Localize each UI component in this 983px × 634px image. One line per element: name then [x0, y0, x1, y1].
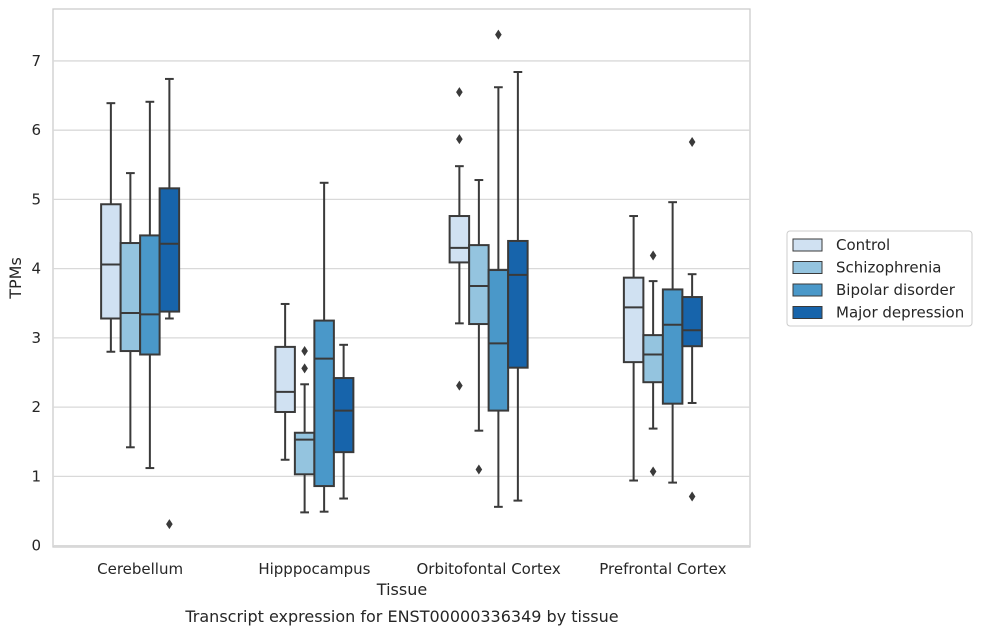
box: [487, 269, 510, 412]
outlier-point: [456, 134, 463, 145]
outlier-point: [649, 466, 657, 477]
box: [158, 187, 181, 313]
box: [119, 242, 142, 353]
box: [448, 215, 471, 264]
legend-label: Schizophrenia: [836, 259, 941, 277]
outlier-point: [475, 464, 483, 475]
y-tick-label: 7: [31, 52, 41, 70]
outlier-point: [688, 491, 696, 502]
outlier-point: [495, 29, 502, 40]
x-tick-label: Cerebellum: [97, 560, 183, 578]
y-tick-label: 1: [31, 467, 41, 485]
y-axis-title: TPMs: [6, 257, 25, 300]
x-tick-labels: Cerebellum Hipppocampus Orbitofontal Corte…: [97, 560, 726, 578]
legend-swatch: [792, 283, 823, 297]
y-tick-label: 5: [31, 190, 41, 208]
boxes-layer: [100, 29, 703, 530]
box: [681, 296, 703, 348]
box: [313, 319, 335, 488]
legend-swatch: [792, 261, 823, 274]
outlier-point: [301, 363, 308, 374]
x-axis-title: Tissue: [376, 580, 427, 599]
legend: Control Schizophrenia Bipolar disorder Majo…: [786, 230, 973, 327]
outlier-point: [688, 136, 696, 147]
outlier-point: [456, 380, 463, 391]
box: [468, 244, 490, 326]
legend-swatch: [792, 238, 823, 252]
box: [507, 239, 529, 369]
y-tick-labels: 0 1 2 3 4 5 6 7: [31, 52, 41, 555]
x-tick-label: Hipppocampus: [258, 560, 370, 578]
outlier-point: [301, 346, 308, 357]
legend-swatch: [792, 306, 823, 319]
legend-frame: [786, 230, 973, 327]
box: [622, 276, 645, 364]
box: [332, 377, 355, 454]
x-tick-label: Prefrontal Cortex: [599, 560, 726, 578]
y-tick-label: 0: [31, 537, 41, 555]
chart-caption: Transcript expression for ENST0000033634…: [184, 607, 618, 626]
outlier-point: [456, 87, 463, 98]
y-tick-label: 3: [31, 329, 41, 347]
x-tick-label: Orbitofontal Cortex: [417, 560, 561, 578]
box: [139, 234, 161, 356]
outlier-point: [649, 250, 657, 261]
outlier-point: [166, 519, 173, 530]
box: [642, 334, 664, 384]
box: [100, 203, 122, 320]
legend-label: Major depression: [836, 304, 964, 322]
legend-label: Control: [836, 236, 890, 254]
y-tick-label: 4: [31, 260, 41, 278]
legend-label: Bipolar disorder: [836, 281, 956, 299]
box: [661, 288, 684, 405]
y-tick-label: 2: [31, 398, 41, 416]
y-tick-label: 6: [31, 121, 41, 139]
box: [274, 345, 296, 413]
